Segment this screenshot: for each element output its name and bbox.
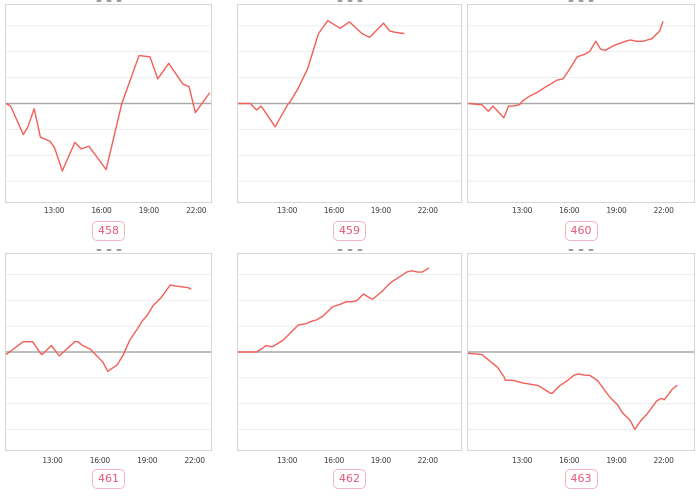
cropped-title-fragment — [337, 249, 362, 251]
x-tick-label: 22:00 — [417, 456, 438, 465]
x-tick-label: 19:00 — [606, 206, 627, 215]
x-tick-label: 16:00 — [91, 206, 112, 215]
chart-cell-462: 13:00 16:00 19:00 22:00 462 — [237, 248, 462, 498]
line-chart-svg — [6, 254, 211, 450]
chart-cell-461: 13:00 16:00 19:00 22:00 461 — [5, 248, 212, 498]
cropped-title-fragment — [96, 249, 121, 251]
chart-cell-459: 13:00 16:00 19:00 22:00 459 — [237, 0, 462, 248]
x-tick-label: 16:00 — [559, 206, 580, 215]
chart-number-badge[interactable]: 458 — [92, 221, 125, 241]
x-tick-label: 13:00 — [276, 206, 298, 215]
badge-row: 458 — [5, 221, 212, 241]
x-tick-label: 16:00 — [323, 456, 344, 465]
x-tick-label: 16:00 — [559, 456, 580, 465]
chart-cell-463: 13:00 16:00 19:00 22:00 463 — [467, 248, 695, 498]
cropped-title-fragment — [337, 0, 362, 2]
line-chart-svg — [468, 254, 694, 450]
badge-row: 462 — [237, 469, 462, 489]
badge-row: 460 — [467, 221, 695, 241]
x-tick-label: 13:00 — [43, 206, 65, 215]
chart-cell-458: 13:00 16:00 19:00 22:00 458 — [5, 0, 212, 248]
line-chart-462 — [237, 253, 462, 451]
badge-row: 463 — [467, 469, 695, 489]
x-axis-459: 13:00 16:00 19:00 22:00 — [237, 206, 462, 218]
x-axis-458: 13:00 16:00 19:00 22:00 — [5, 206, 212, 218]
x-axis-463: 13:00 16:00 19:00 22:00 — [467, 456, 695, 468]
x-tick-label: 19:00 — [606, 456, 627, 465]
chart-number-badge[interactable]: 463 — [564, 469, 598, 489]
cropped-title-fragment — [96, 0, 121, 2]
x-tick-label: 13:00 — [276, 456, 298, 465]
x-tick-label: 19:00 — [138, 206, 159, 215]
badge-row: 459 — [237, 221, 462, 241]
chart-number-badge[interactable]: 460 — [564, 221, 598, 241]
x-axis-461: 13:00 16:00 19:00 22:00 — [5, 456, 212, 468]
line-chart-svg — [238, 5, 461, 202]
x-tick-label: 13:00 — [511, 456, 533, 465]
line-chart-463 — [467, 253, 695, 451]
x-tick-label: 13:00 — [42, 456, 63, 465]
chart-number-badge[interactable]: 461 — [92, 469, 125, 489]
badge-row: 461 — [5, 469, 212, 489]
x-tick-label: 16:00 — [89, 456, 110, 465]
x-tick-label: 19:00 — [370, 206, 391, 215]
x-tick-label: 13:00 — [511, 206, 533, 215]
chart-number-badge[interactable]: 459 — [333, 221, 366, 241]
line-chart-459 — [237, 4, 462, 203]
x-tick-label: 22:00 — [417, 206, 438, 215]
line-chart-svg — [468, 5, 694, 202]
x-tick-label: 19:00 — [370, 456, 391, 465]
x-tick-label: 22:00 — [653, 206, 674, 215]
chart-number-badge[interactable]: 462 — [333, 469, 366, 489]
x-axis-462: 13:00 16:00 19:00 22:00 — [237, 456, 462, 468]
line-chart-461 — [5, 253, 212, 451]
x-axis-460: 13:00 16:00 19:00 22:00 — [467, 206, 695, 218]
chart-cell-460: 13:00 16:00 19:00 22:00 460 — [467, 0, 695, 248]
cropped-title-fragment — [568, 0, 594, 2]
x-tick-label: 22:00 — [186, 206, 207, 215]
line-chart-svg — [238, 254, 461, 450]
x-tick-label: 16:00 — [323, 206, 344, 215]
line-chart-460 — [467, 4, 695, 203]
x-tick-label: 19:00 — [137, 456, 158, 465]
x-tick-label: 22:00 — [653, 456, 674, 465]
line-chart-458 — [5, 4, 212, 203]
x-tick-label: 22:00 — [184, 456, 205, 465]
line-chart-svg — [6, 5, 211, 202]
cropped-title-fragment — [568, 249, 594, 251]
